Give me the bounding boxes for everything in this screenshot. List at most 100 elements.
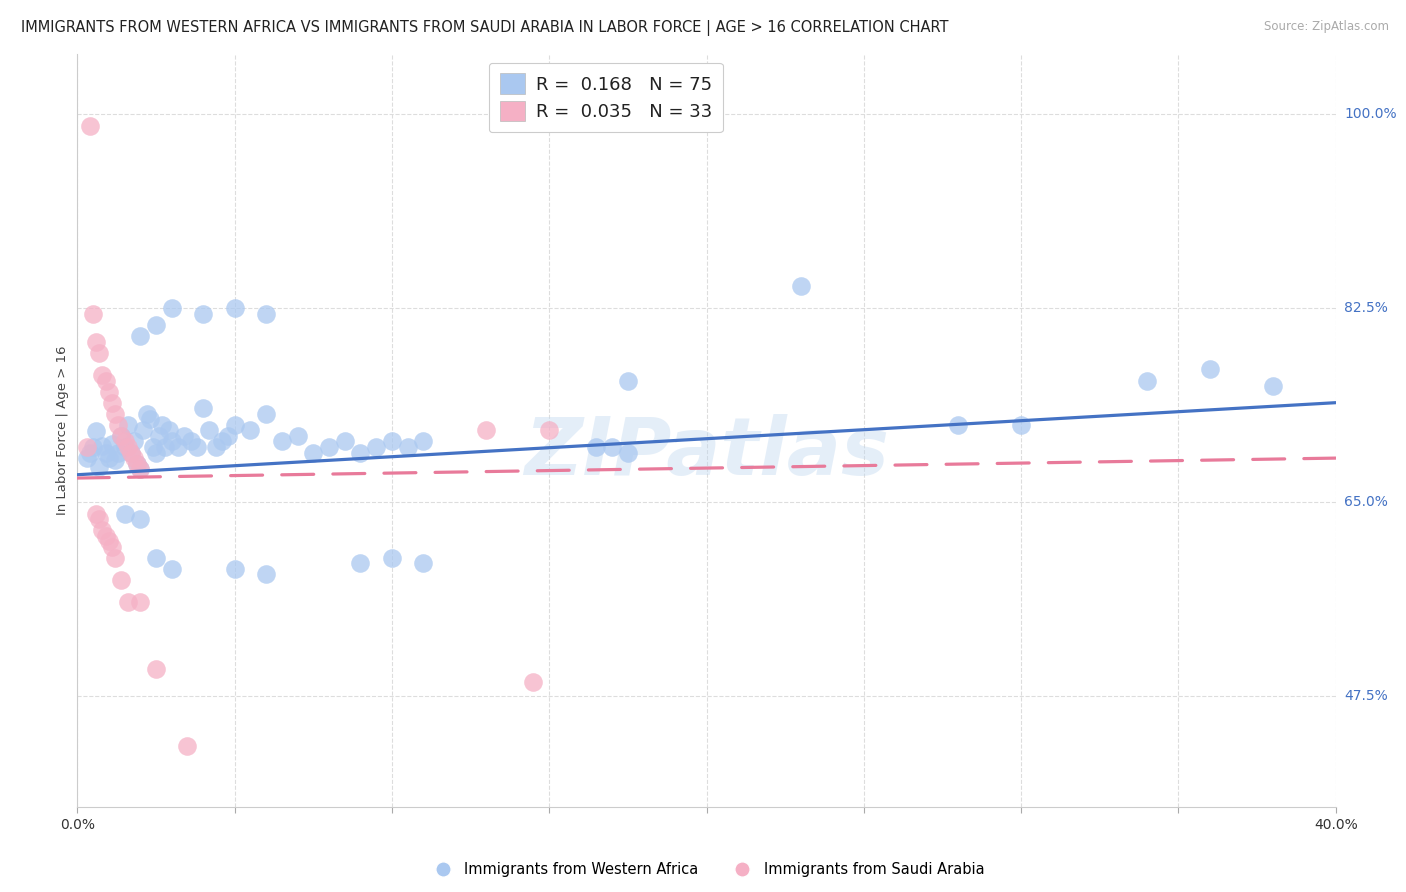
Point — [145, 550, 167, 565]
Point — [1261, 379, 1284, 393]
Point — [135, 407, 157, 421]
Point — [129, 462, 152, 476]
Point — [127, 457, 149, 471]
Point — [239, 424, 262, 438]
Point — [145, 662, 167, 676]
Text: 65.0%: 65.0% — [1344, 495, 1388, 509]
Point — [142, 440, 165, 454]
Point — [91, 368, 114, 382]
Point — [132, 424, 155, 438]
Text: Source: ZipAtlas.com: Source: ZipAtlas.com — [1264, 20, 1389, 33]
Point — [127, 457, 149, 471]
Point — [180, 434, 202, 449]
Point — [186, 440, 208, 454]
Point — [224, 301, 246, 316]
Point — [198, 424, 221, 438]
Point — [145, 445, 167, 459]
Point — [114, 440, 136, 454]
Point — [333, 434, 356, 449]
Point — [254, 567, 277, 582]
Point — [155, 440, 177, 454]
Point — [107, 445, 129, 459]
Point — [211, 434, 233, 449]
Point — [270, 434, 292, 449]
Point — [287, 429, 309, 443]
Point — [89, 460, 111, 475]
Point — [167, 440, 190, 454]
Point — [79, 445, 101, 459]
Point — [101, 540, 124, 554]
Point — [110, 429, 132, 443]
Point — [76, 440, 98, 454]
Point — [617, 374, 640, 388]
Point — [254, 307, 277, 321]
Point — [204, 440, 226, 454]
Point — [117, 595, 139, 609]
Point — [91, 439, 114, 453]
Point — [145, 318, 167, 332]
Text: IMMIGRANTS FROM WESTERN AFRICA VS IMMIGRANTS FROM SAUDI ARABIA IN LABOR FORCE | : IMMIGRANTS FROM WESTERN AFRICA VS IMMIGR… — [21, 20, 949, 36]
Point — [349, 445, 371, 459]
Point — [101, 436, 124, 450]
Point — [600, 440, 623, 454]
Point — [173, 429, 195, 443]
Point — [117, 417, 139, 432]
Point — [318, 440, 340, 454]
Text: 82.5%: 82.5% — [1344, 301, 1388, 316]
Point — [84, 334, 107, 349]
Point — [381, 434, 404, 449]
Point — [120, 445, 142, 459]
Point — [120, 445, 142, 459]
Point — [122, 434, 145, 449]
Point — [148, 429, 170, 443]
Point — [138, 412, 160, 426]
Point — [948, 417, 970, 432]
Point — [94, 374, 117, 388]
Point — [129, 462, 152, 476]
Point — [157, 424, 180, 438]
Point — [97, 384, 120, 399]
Point — [114, 434, 136, 449]
Point — [366, 440, 388, 454]
Point — [302, 445, 325, 459]
Point — [160, 562, 183, 576]
Point — [97, 534, 120, 549]
Point — [522, 675, 544, 690]
Point — [129, 595, 152, 609]
Point — [129, 329, 152, 343]
Point — [349, 557, 371, 571]
Point — [84, 425, 107, 439]
Point — [114, 507, 136, 521]
Point — [1198, 362, 1220, 376]
Point — [617, 445, 640, 459]
Point — [101, 395, 124, 409]
Y-axis label: In Labor Force | Age > 16: In Labor Force | Age > 16 — [56, 345, 69, 516]
Text: 100.0%: 100.0% — [1344, 107, 1396, 121]
Point — [1136, 374, 1159, 388]
Point — [107, 417, 129, 432]
Point — [110, 573, 132, 587]
Point — [104, 550, 127, 565]
Point — [122, 451, 145, 466]
Point — [191, 307, 215, 321]
Point — [412, 557, 434, 571]
Point — [412, 434, 434, 449]
Point — [94, 529, 117, 543]
Point — [84, 507, 107, 521]
Point — [217, 429, 239, 443]
Text: ZIPatlas: ZIPatlas — [524, 414, 889, 492]
Point — [160, 301, 183, 316]
Point — [82, 440, 104, 454]
Point — [160, 434, 183, 449]
Point — [224, 562, 246, 576]
Point — [104, 453, 127, 467]
Point — [790, 279, 813, 293]
Point — [79, 119, 101, 133]
Point — [104, 407, 127, 421]
Point — [150, 417, 173, 432]
Point — [76, 451, 98, 466]
Point — [97, 451, 120, 466]
Point — [94, 445, 117, 459]
Point — [89, 512, 111, 526]
Point — [585, 440, 607, 454]
